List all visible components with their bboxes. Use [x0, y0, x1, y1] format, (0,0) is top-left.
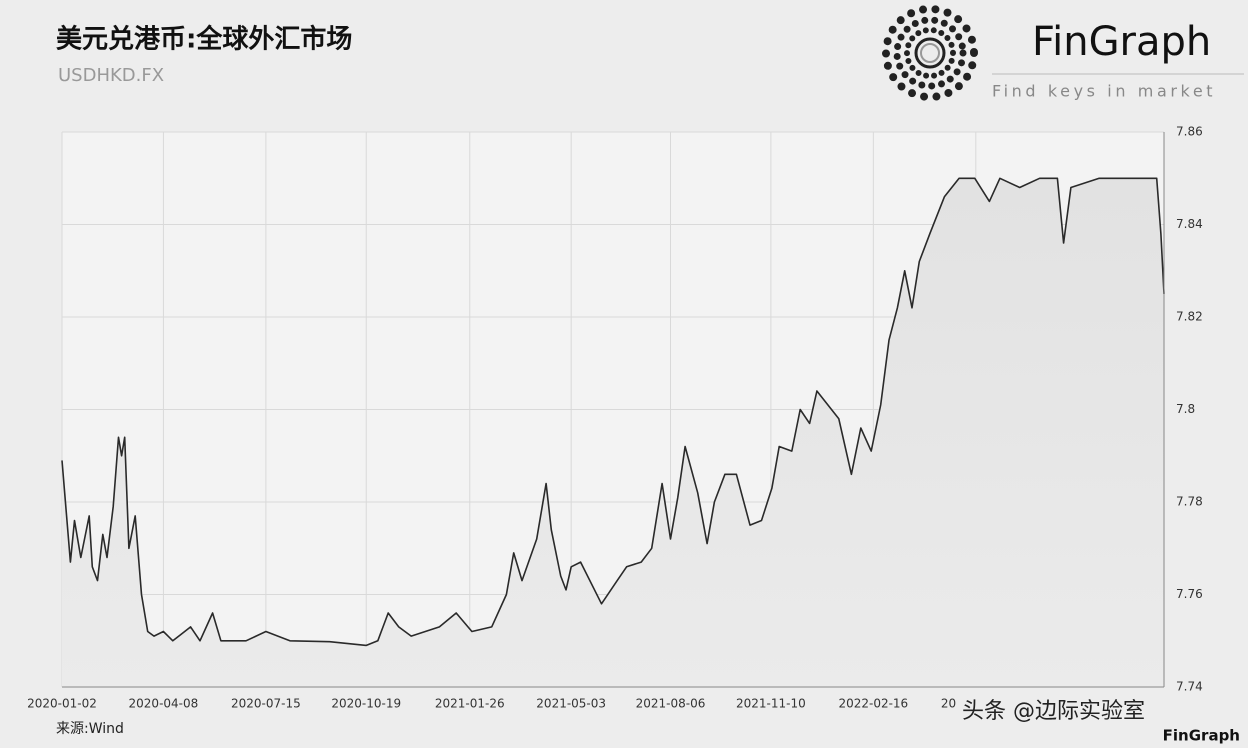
- x-tick-label: 2020-04-08: [129, 697, 199, 711]
- y-tick-label: 7.78: [1176, 495, 1203, 509]
- y-tick-label: 7.84: [1176, 217, 1203, 231]
- plot: 7.74 7.76 7.78 7.8 7.82 7.84 7.86 2020-01-02 202…: [27, 125, 1203, 711]
- watermark-backdrop: [956, 694, 1242, 730]
- brand-tagline: Find keys in market: [992, 82, 1216, 101]
- y-tick-label: 7.86: [1176, 125, 1203, 139]
- x-tick-label: 2020-01-02: [27, 697, 97, 711]
- watermark: 头条 @边际实验室: [962, 699, 1145, 724]
- area: [62, 178, 1164, 688]
- x-tick-label: 2021-01-26: [435, 697, 505, 711]
- logo-mark: [882, 5, 978, 101]
- x-tick-label: 2020-10-19: [331, 697, 401, 711]
- y-tick-label: 7.74: [1176, 680, 1203, 694]
- y-tick-label: 7.8: [1176, 402, 1195, 416]
- line: [61, 177, 1165, 647]
- x-tick-label: 2021-08-06: [636, 697, 706, 711]
- x-tick-label: 2020-07-15: [231, 697, 301, 711]
- x-tick-label: 2021-11-10: [736, 697, 806, 711]
- y-tick-label: 7.76: [1176, 587, 1203, 601]
- source-note: 来源:Wind: [56, 721, 124, 737]
- brand-name: FinGraph: [1032, 19, 1211, 65]
- x-tick-label: 2021-05-03: [536, 697, 606, 711]
- chart-subtitle: USDHKD.FX: [58, 65, 164, 86]
- chart-title: 美元兑港币:全球外汇市场: [56, 24, 352, 55]
- y-tick-label: 7.82: [1176, 310, 1203, 324]
- footer-brand: FinGraph: [1163, 727, 1240, 745]
- x-tick-label: 2022-02-16: [838, 697, 908, 711]
